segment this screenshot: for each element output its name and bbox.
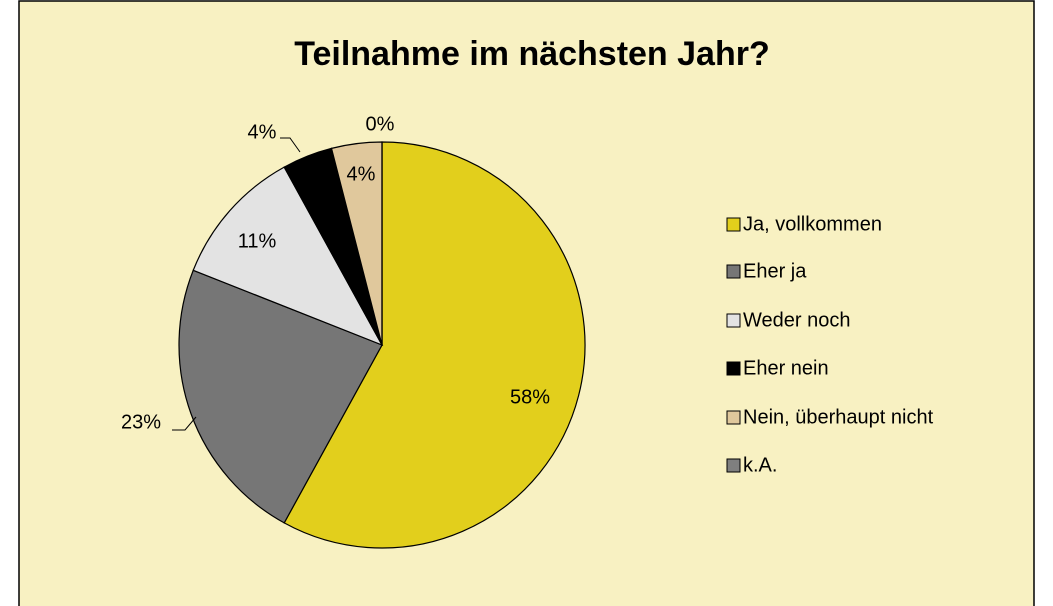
legend-label: Eher nein [743, 357, 829, 379]
data-label: 0% [366, 113, 395, 135]
legend-swatch [726, 313, 741, 328]
chart-title: Teilnahme im nächsten Jahr? [294, 35, 770, 73]
legend-label: k.A. [743, 454, 777, 476]
data-label: 4% [248, 121, 277, 143]
legend-swatch [726, 264, 741, 279]
legend-label: Weder noch [743, 309, 850, 331]
legend-label: Nein, überhaupt nicht [743, 406, 934, 428]
pie-slice [178, 269, 383, 524]
leader-line [280, 137, 301, 153]
pie-slice [283, 141, 586, 549]
pie-slice [192, 166, 384, 347]
data-label: 11% [238, 230, 277, 252]
legend-swatch [726, 410, 741, 425]
legend-label: Eher ja [743, 260, 807, 282]
data-label: 58% [510, 386, 550, 408]
legend-swatch [726, 458, 741, 473]
leader-lines [172, 137, 301, 431]
legend-swatch [726, 217, 741, 232]
legend-label: Ja, vollkommen [743, 213, 882, 235]
data-label: 4% [347, 163, 376, 185]
legend-swatch [726, 361, 741, 376]
leader-line [172, 416, 197, 431]
data-label: 23% [121, 411, 161, 433]
